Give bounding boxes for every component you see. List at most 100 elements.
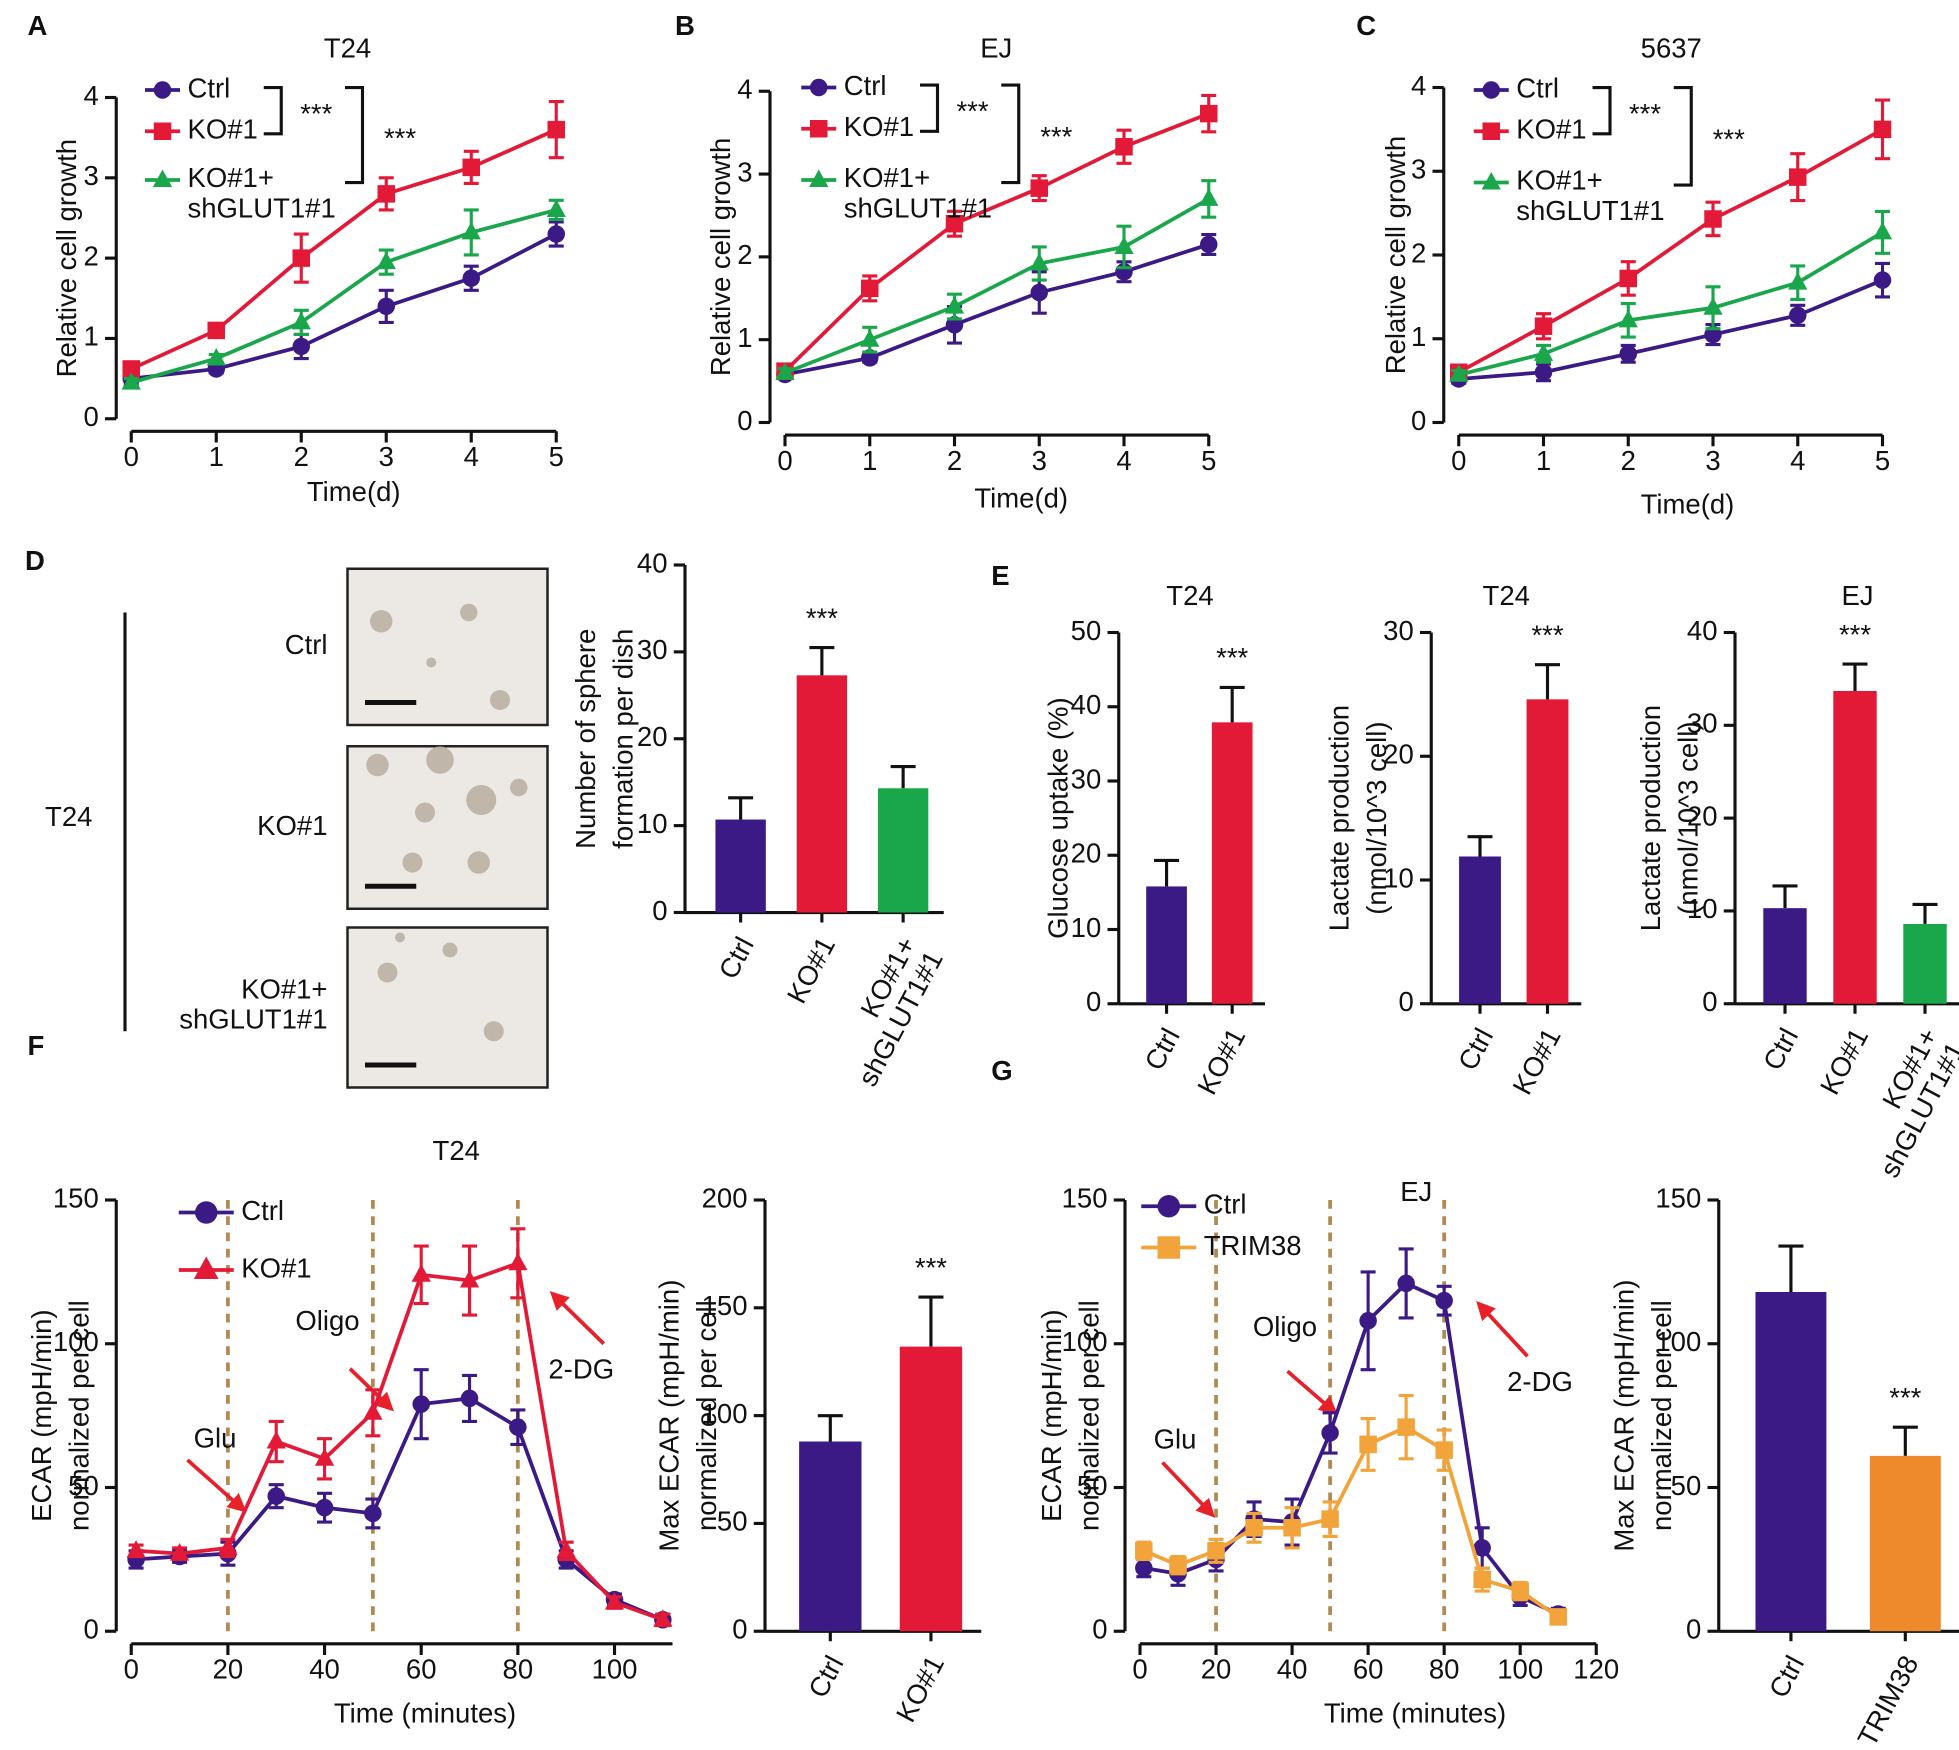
data-point [315,1498,334,1517]
x-axis-label: Time(d) [1641,489,1735,520]
legend-label: KO#1 [844,111,914,142]
data-point [122,360,140,378]
x-tick-label: 2 [1621,445,1636,476]
sig-label: *** [1629,98,1661,129]
series-line [1458,278,1884,381]
sphere [483,1021,504,1042]
y-axis-label: ECAR (mpH/min) [1036,1309,1067,1521]
treatment-label: 2-DG [548,1354,614,1385]
data-point [1788,272,1808,290]
error-bar [1154,858,1180,887]
y-axis-label: normalized per cell [691,1300,722,1531]
data-point [1200,104,1218,123]
y-tick-label: 0 [737,405,752,436]
series-line [1143,1281,1559,1616]
y-axis-label: Relative cell growth [705,138,736,376]
legend-label: Ctrl [1516,72,1559,103]
treatment-label: Oligo [1253,1311,1317,1342]
annotation-arrow [1476,1301,1529,1358]
y-tick-label: 20 [1687,800,1718,831]
sphere [370,610,393,633]
legend-marker [195,1201,218,1224]
sig-label: *** [1889,1382,1921,1413]
data-point [411,1264,431,1282]
bar [899,1346,963,1632]
x-tick-label: 20 [1201,1654,1232,1685]
error-bar [1778,1244,1804,1292]
error-bar [918,1295,944,1347]
y-axis-label: Max ECAR (mpH/min) [654,1280,685,1552]
x-tick-label: KO#1 [890,1650,950,1727]
x-tick-label: 120 [1573,1654,1619,1685]
legend-label: Ctrl [844,70,887,101]
data-point [1873,271,1892,289]
y-tick-label: 30 [1071,763,1102,794]
legend-marker [1482,122,1500,140]
data-point [775,362,795,380]
panel-label: B [675,10,695,41]
panel-label: F [28,1030,45,1061]
data-point [1397,1418,1415,1436]
data-point [1534,363,1553,381]
y-tick-label: 10 [1687,893,1718,924]
annotation-arrow [1161,1461,1216,1518]
legend-label: KO#1+ shGLUT1#1 [844,162,992,223]
x-tick-label: 0 [777,445,792,476]
sig-label: *** [384,122,416,153]
y-tick-label: 50 [1077,1470,1108,1501]
bar [715,819,766,913]
legend-label: Ctrl [1204,1189,1247,1220]
x-tick-label: 1 [862,445,877,476]
y-axis-label: Lactate production [1324,705,1355,931]
y-axis-label: (nmol/10^3 cell) [1672,721,1703,914]
error-bar [1219,685,1245,723]
y-tick-label: 50 [68,1470,99,1501]
data-point [207,321,225,340]
y-tick-label: 0 [1411,405,1426,436]
y-tick-label: 0 [732,1614,747,1645]
x-tick-label: 3 [1705,445,1720,476]
series-line [1457,127,1884,374]
error-bar [1772,884,1798,909]
legend-marker [809,169,829,187]
data-point [292,337,310,356]
sig-label: *** [1216,642,1248,673]
legend-marker [153,81,172,99]
data-point [314,1448,335,1466]
y-axis-label: Relative cell growth [51,139,82,377]
y-tick-label: 200 [702,1182,748,1213]
y-tick-label: 1 [1411,321,1426,352]
y-tick-label: 100 [53,1326,99,1357]
sphere [426,657,437,668]
data-point [556,1540,576,1558]
x-tick-label: 3 [379,441,394,472]
legend-marker [810,78,828,97]
data-point [1397,1274,1415,1293]
sphere [442,942,458,958]
sphere [366,753,389,777]
error-bar [728,796,754,820]
y-tick-label: 1 [737,322,752,353]
data-point [944,296,965,314]
data-point [1030,283,1049,302]
series-line [131,232,558,381]
y-tick-label: 20 [1383,739,1414,770]
data-point [1619,345,1637,363]
data-point [459,1270,480,1288]
x-tick-label: 0 [124,441,139,472]
y-tick-label: 0 [83,1614,98,1645]
data-point [1789,306,1807,325]
data-point [1533,343,1554,361]
data-point [1704,210,1722,228]
bar [1211,722,1253,1004]
y-tick-label: 4 [83,80,98,111]
x-tick-label: KO#1 [1814,1023,1874,1100]
data-point [1511,1582,1529,1600]
error-bar [1912,902,1938,924]
sig-bracket [1592,85,1612,136]
legend-marker [1157,1236,1180,1259]
data-point [508,1252,528,1271]
sphere [402,852,423,873]
